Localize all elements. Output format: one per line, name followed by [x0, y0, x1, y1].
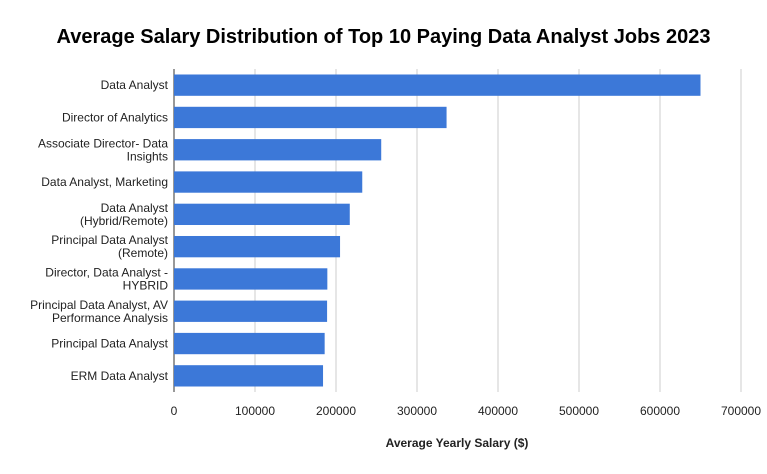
category-label: HYBRID	[123, 278, 169, 292]
category-label: Data Analyst	[101, 78, 169, 92]
bar	[174, 74, 701, 96]
x-tick-label: 600000	[640, 404, 680, 418]
x-tick-label: 0	[171, 404, 178, 418]
category-label: ERM Data Analyst	[71, 369, 169, 383]
bars	[174, 74, 701, 387]
x-tick-label: 400000	[478, 404, 518, 418]
bar	[174, 365, 324, 387]
bar	[174, 139, 382, 161]
bar	[174, 203, 350, 226]
category-label: Principal Data Analyst, AV	[30, 298, 168, 312]
x-tick-label: 500000	[559, 404, 599, 418]
bar	[174, 235, 341, 258]
category-label: Data Analyst, Marketing	[41, 175, 168, 189]
x-tick-label: 100000	[235, 404, 275, 418]
category-label: (Hybrid/Remote)	[80, 214, 168, 228]
category-label: Insights	[127, 149, 168, 163]
x-tick-label: 200000	[316, 404, 356, 418]
x-axis-title: Average Yearly Salary ($)	[386, 436, 529, 450]
category-label: Principal Data Analyst	[51, 233, 168, 247]
x-tick-label: 300000	[397, 404, 437, 418]
chart-title: Average Salary Distribution of Top 10 Pa…	[57, 26, 711, 48]
category-label: Associate Director- Data	[38, 136, 168, 150]
bar	[174, 268, 328, 290]
bar	[174, 332, 325, 355]
category-labels: Data Analyst Director of Analytics Associa…	[30, 78, 169, 383]
category-label: Data Analyst	[101, 201, 169, 215]
category-label: (Remote)	[118, 246, 168, 260]
bar	[174, 300, 328, 322]
category-label: Principal Data Analyst	[51, 337, 168, 351]
category-label: Performance Analysis	[52, 311, 168, 325]
x-tick-label: 700000	[721, 404, 761, 418]
x-tick-labels: 0 100000 200000 300000 400000 500000 600000 700…	[171, 404, 762, 418]
bar	[174, 171, 363, 193]
category-label: Director, Data Analyst -	[45, 265, 168, 279]
category-label: Director of Analytics	[62, 110, 168, 124]
bar	[174, 106, 447, 129]
